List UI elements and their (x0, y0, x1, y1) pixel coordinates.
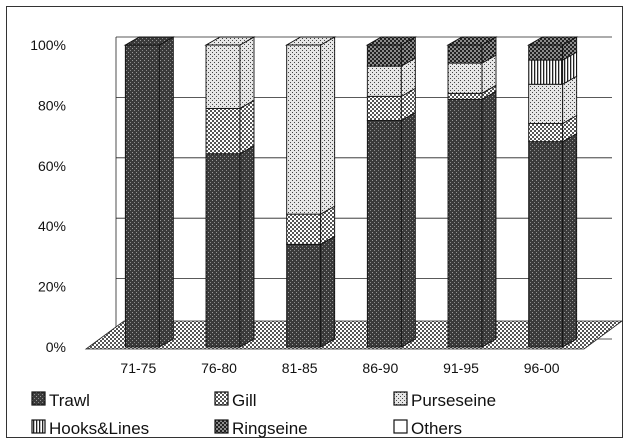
y-tick-label: 80% (38, 97, 66, 113)
bar-segment-side (320, 235, 336, 348)
y-tick-label: 60% (38, 158, 66, 174)
legend-swatch (214, 419, 229, 434)
bar-segment (205, 153, 241, 348)
bar-segment (286, 213, 322, 245)
bars (123, 36, 579, 348)
legend-item: Purseseine (393, 391, 496, 410)
bar-top (284, 36, 337, 46)
bar-stack-76-80 (204, 36, 256, 348)
legend: Trawl Gill Purseseine Hooks&Lines Ringseine O… (31, 391, 496, 438)
y-tick-label: 0% (46, 339, 66, 355)
legend-swatch (31, 419, 46, 434)
legend-item: Hooks&Lines (31, 419, 149, 438)
bar-segment (528, 59, 564, 85)
legend-item: Ringseine (214, 419, 308, 438)
bar-segment-side (239, 144, 255, 348)
legend-swatch (393, 391, 408, 406)
legend-item: Gill (214, 391, 257, 410)
bar-segment (447, 44, 483, 64)
legend-swatch (31, 391, 46, 406)
bar-top (123, 36, 176, 46)
legend-item: Others (393, 419, 462, 438)
bar-segment (205, 107, 241, 155)
bar-segment (205, 44, 241, 109)
bar-segment (528, 44, 564, 61)
bar-top (204, 36, 256, 46)
bar-segment (366, 120, 402, 348)
bar-segment (366, 65, 402, 97)
bar-stack-91-95 (446, 36, 498, 348)
bar-segment (286, 44, 322, 215)
legend-swatch (214, 391, 229, 406)
x-tick-label: 71-75 (120, 360, 156, 376)
bar-segment (366, 44, 402, 67)
y-tick-label: 100% (30, 37, 66, 53)
bar-top (446, 36, 498, 46)
bar-segment (528, 141, 564, 348)
x-axis-categories: 71-75 76-80 81-85 86-90 91-95 96-00 (120, 360, 559, 376)
bar-stack-96-00 (526, 36, 579, 348)
bar-segment-side (562, 132, 578, 348)
legend-label: Ringseine (232, 419, 308, 438)
bar-segment (528, 123, 564, 143)
x-tick-label: 81-85 (282, 360, 318, 376)
bar-segment-side (320, 36, 336, 215)
legend-swatch (393, 419, 408, 434)
legend-label: Purseseine (411, 391, 496, 410)
y-axis-ticks: 0% 20% 40% 60% 80% 100% (30, 37, 66, 355)
bar-segment (447, 92, 483, 100)
bar-stack-71-75 (123, 36, 176, 348)
bar-top (365, 36, 418, 46)
legend-label: Hooks&Lines (49, 419, 149, 438)
bar-segment (124, 44, 160, 348)
legend-label: Others (411, 419, 462, 438)
legend-label: Gill (232, 391, 257, 410)
legend-label: Trawl (49, 391, 90, 410)
bar-segment (286, 243, 322, 348)
bar-segment (447, 98, 483, 348)
bar-stack-81-85 (284, 36, 337, 348)
x-tick-label: 91-95 (443, 360, 479, 376)
bar-segment-side (239, 99, 255, 155)
bar-segment-side (158, 36, 174, 348)
bar-top (526, 36, 579, 46)
bar-segment (447, 62, 483, 94)
bar-segment-side (239, 36, 255, 110)
bar-segment (366, 95, 402, 121)
bar-stack-86-90 (365, 36, 418, 348)
legend-item: Trawl (31, 391, 90, 410)
bar-segment-side (400, 111, 416, 348)
bar-segment (528, 83, 564, 124)
y-tick-label: 20% (38, 279, 66, 295)
bar-segment-side (481, 90, 497, 348)
x-tick-label: 86-90 (362, 360, 398, 376)
x-tick-label: 76-80 (201, 360, 237, 376)
y-tick-label: 40% (38, 218, 66, 234)
x-tick-label: 96-00 (524, 360, 560, 376)
